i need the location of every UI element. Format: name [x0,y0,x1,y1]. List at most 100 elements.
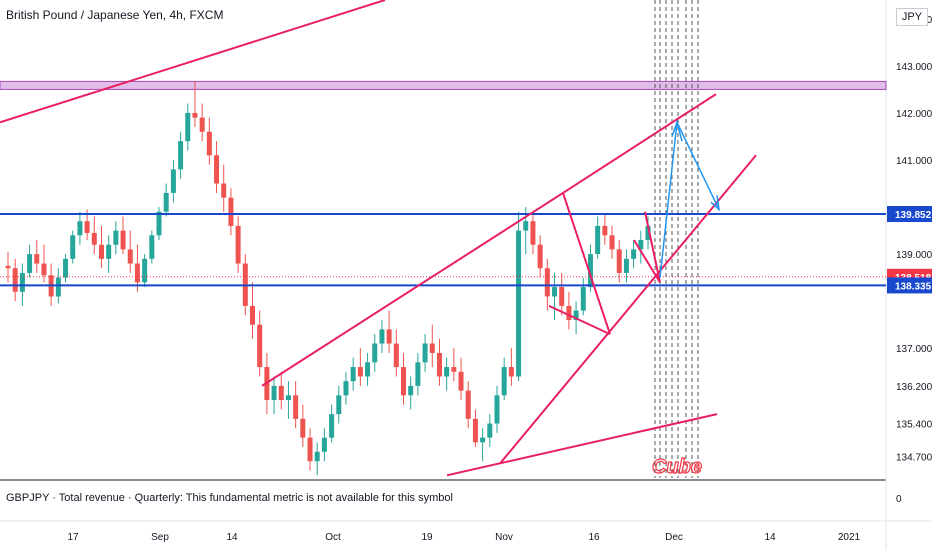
price-badge-label: 138.335 [895,281,932,292]
candle-body [623,258,629,273]
candle-body [343,381,349,396]
candle-body [523,221,529,231]
candle-body [84,221,90,233]
candle-body [285,395,291,400]
candle-body [436,352,442,377]
projection-arrowhead-down [710,195,721,212]
logo-watermark: Cube [652,456,702,478]
candle-body [587,254,593,288]
candle-body [609,235,615,250]
candle-body [465,390,471,419]
candle-body [142,258,148,283]
candle-body [214,155,220,184]
currency-unit-badge[interactable]: JPY [896,8,928,26]
trendline [499,154,757,465]
candle-body [120,230,126,250]
candle-body [458,371,464,391]
candle-body [602,225,608,236]
candle-body [429,343,435,353]
plot-area [0,0,886,480]
candle-body [494,395,500,424]
candle-body [365,362,371,377]
time-tick-label: 14 [226,532,238,543]
price-tick-label: 139.000 [896,250,932,261]
candle-body [170,169,176,193]
candle-body [357,367,363,377]
candle-body [559,287,565,306]
candle-body [336,395,342,415]
candle-body [235,225,241,264]
candle-body [12,268,18,292]
trendline [644,211,661,283]
projection-arrowhead-up [671,119,683,142]
candle-body [631,249,637,259]
trendline [562,192,611,335]
candle-body [444,367,450,377]
candle-body [257,324,263,368]
candle-body [199,117,205,132]
candle-body [185,112,191,142]
time-tick-label: Oct [325,532,341,543]
candle-body [616,249,622,273]
candle-body [91,232,97,245]
candle-body [501,367,507,396]
candle-body [566,305,572,320]
candle-body [508,367,514,377]
time-tick-label: Dec [665,532,683,543]
candle-body [34,254,40,264]
candle-body [278,385,284,400]
time-tick-label: 2021 [838,532,861,543]
candle-body [77,221,83,236]
time-tick-label: Sep [151,532,169,543]
candle-body [178,141,184,170]
candle-body [422,343,428,363]
candle-body [595,225,601,255]
time-tick-label: Nov [495,532,513,543]
trendline [446,413,718,477]
indicator-zero-label: 0 [896,494,902,505]
time-tick-label: 16 [588,532,600,543]
candle-body [293,395,299,419]
candle-body [5,265,11,269]
candle-body [537,244,543,269]
candle-body [113,230,119,245]
trendline [633,239,661,283]
candle-body [393,343,399,368]
candle-body [249,305,255,325]
candle-body [300,418,306,438]
candle-body [580,287,586,311]
candle-body [472,418,478,443]
time-tick-label: 19 [421,532,433,543]
candle-body [544,268,550,297]
chart-title: British Pound / Japanese Yen, 4h, FXCM [6,8,224,22]
candle-body [401,367,407,396]
candle-body [63,258,69,278]
candle-body [415,362,421,386]
time-tick-label: 14 [764,532,776,543]
candle-body [70,235,76,259]
candle-body [106,244,112,259]
price-tick-label: 135.400 [896,420,932,431]
candle-body [192,112,198,118]
candle-body [19,272,25,292]
candle-body [206,131,212,156]
indicator-note: GBPJPY · Total revenue · Quarterly: This… [6,492,453,504]
candle-body [163,192,169,212]
candle-body [314,451,320,462]
candle-body [221,183,227,198]
candle-body [379,329,385,344]
price-tick-label: 136.200 [896,382,932,393]
candle-body [451,367,457,372]
candle-body [329,414,335,438]
price-badge [887,206,932,223]
candle-body [149,235,155,259]
candle-body [307,437,313,462]
candle-body [134,263,140,283]
candle-body [573,310,579,320]
candle-body [41,263,47,276]
candle-body [530,221,536,245]
candle-body [480,437,486,443]
candle-body [228,197,234,226]
price-tick-label: 134.700 [896,452,932,463]
